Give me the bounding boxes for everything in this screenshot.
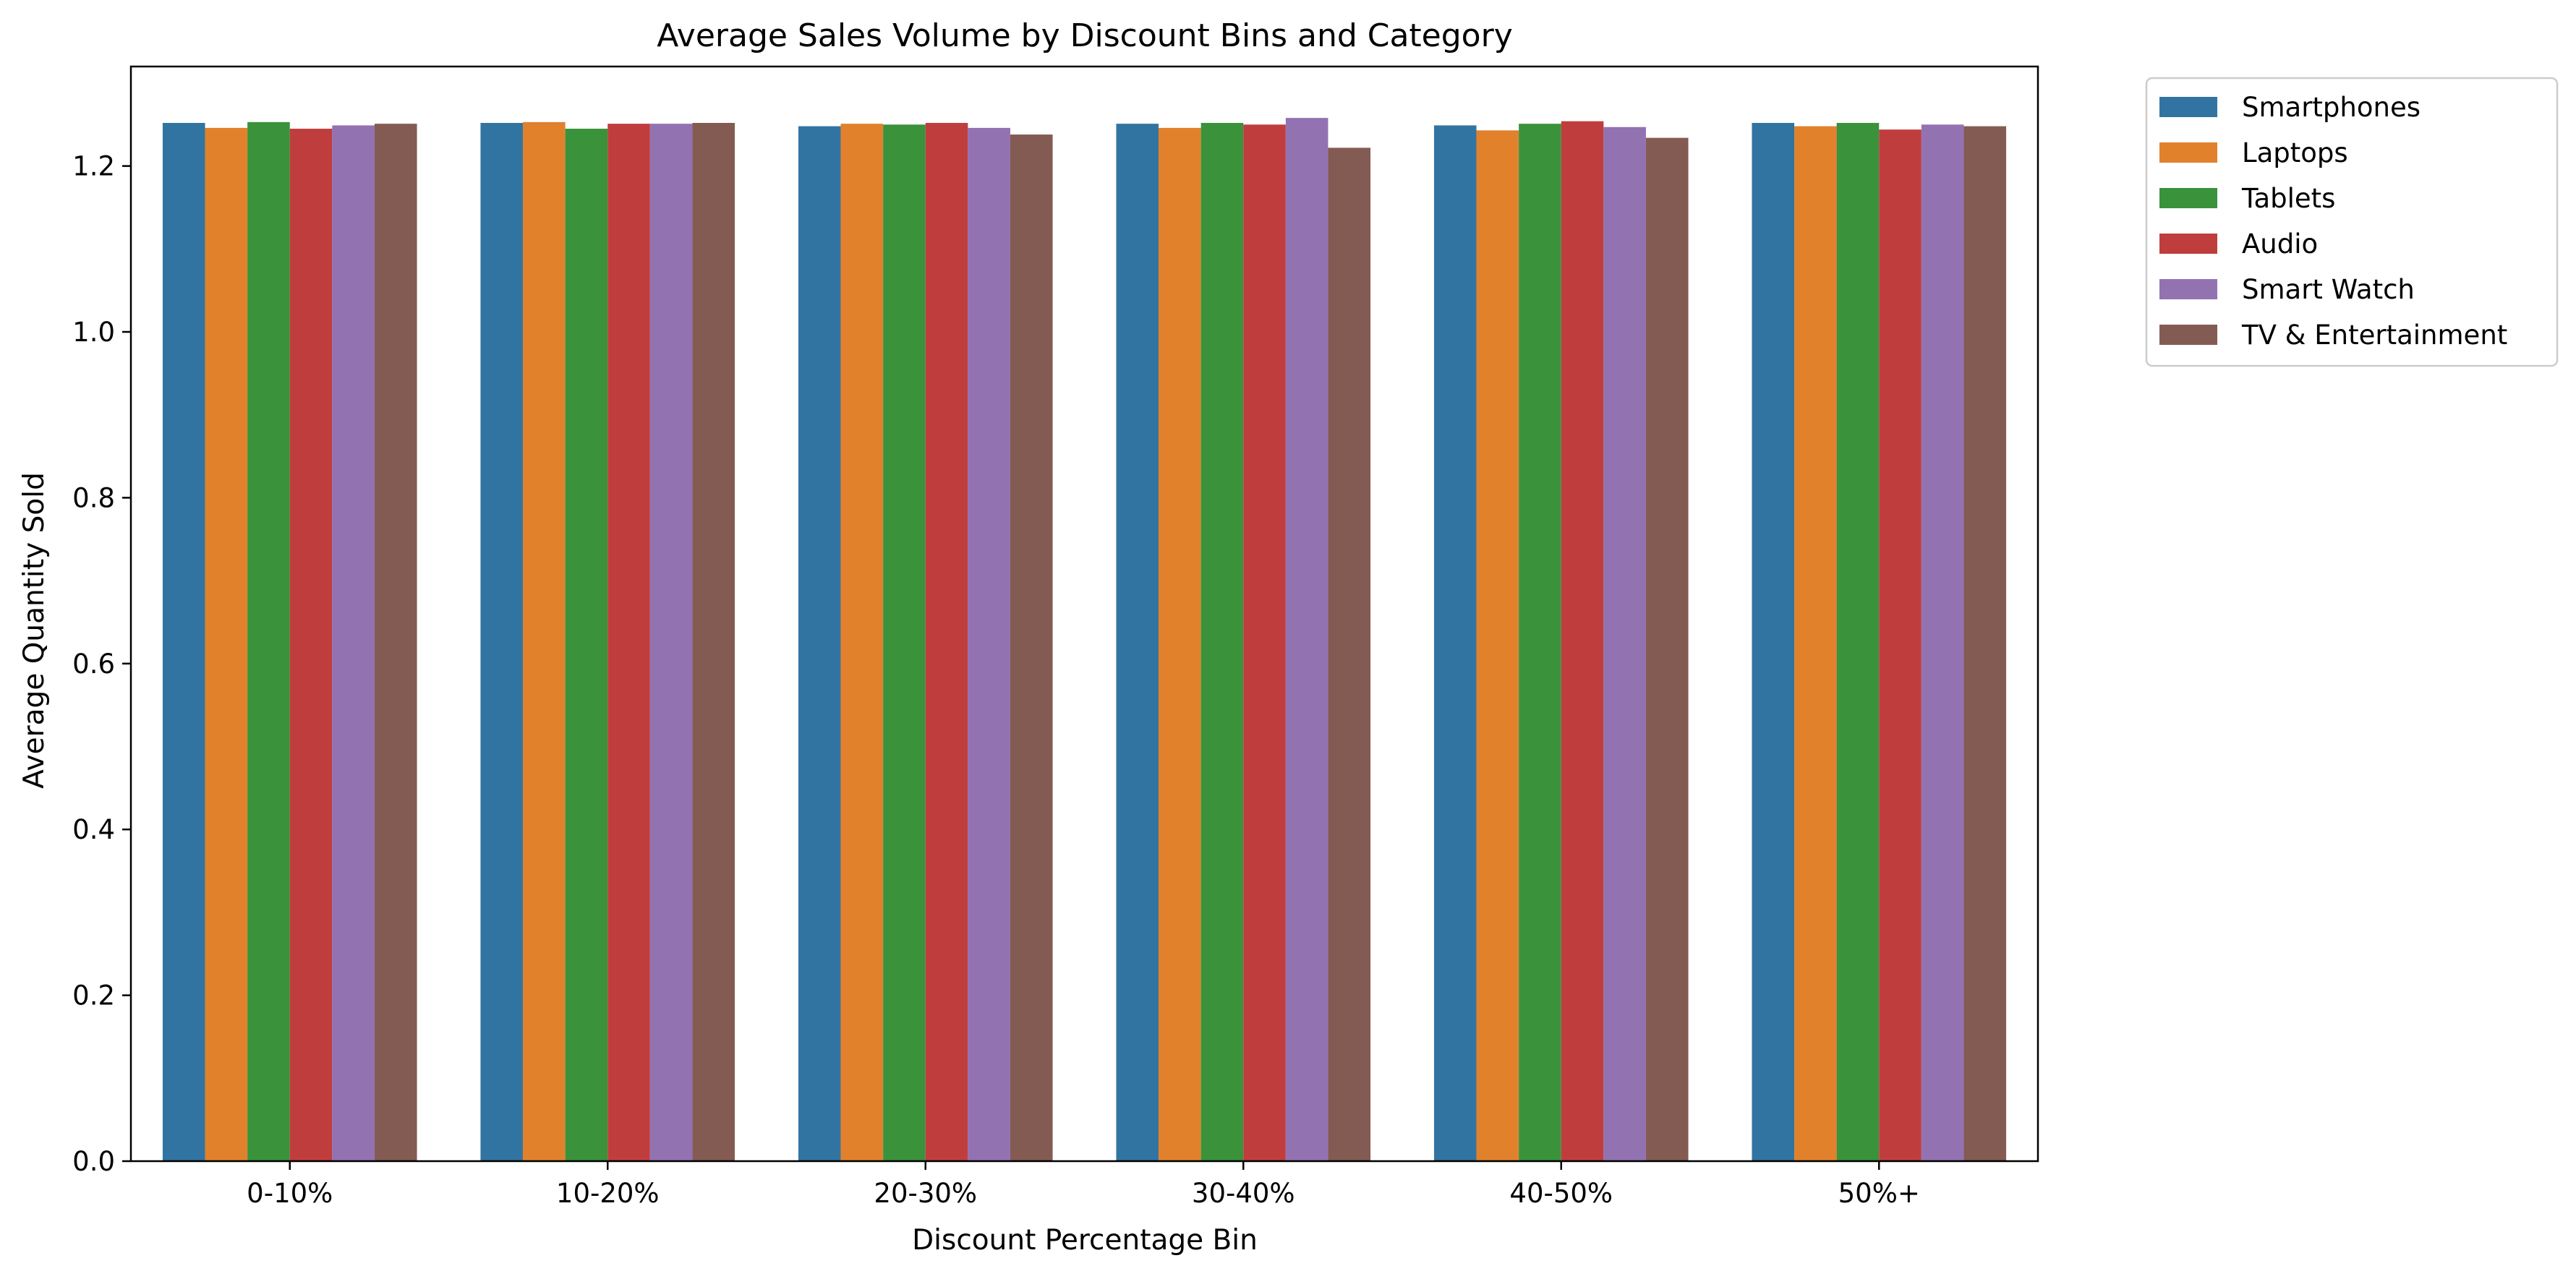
bar	[1433, 125, 1477, 1162]
legend-swatch	[2159, 97, 2217, 117]
legend-label: Audio	[2242, 228, 2318, 260]
bar	[1159, 127, 1201, 1161]
bar	[1328, 147, 1371, 1161]
legend-swatch	[2159, 142, 2217, 163]
bar	[1879, 129, 1922, 1161]
bar	[798, 126, 841, 1162]
bar	[205, 127, 248, 1161]
bar	[289, 129, 333, 1161]
x-axis-label: Discount Percentage Bin	[912, 1224, 1258, 1257]
x-tick-label: 40-50%	[1509, 1178, 1613, 1209]
axes-layer: 0.0 0.2 0.4 0.6 0.8 1.0 1.2 0-10% 10-20% 20-30% 30…	[72, 65, 2039, 1209]
bar	[1285, 118, 1328, 1162]
bar	[968, 127, 1010, 1161]
x-tick-label: 30-40%	[1192, 1178, 1295, 1209]
bar	[1963, 126, 2007, 1162]
bar	[1645, 137, 1689, 1161]
y-tick-label: 0.6	[72, 649, 115, 680]
bars-layer	[162, 118, 2007, 1162]
bar	[247, 121, 290, 1162]
bar	[883, 124, 926, 1161]
legend-swatch	[2159, 234, 2217, 254]
legend-swatch	[2159, 188, 2217, 208]
chart-title: Average Sales Volume by Discount Bins an…	[657, 17, 1512, 54]
legend: Smartphones Laptops Tablets Audio Smart Watc…	[2145, 77, 2559, 367]
legend-box	[2145, 77, 2559, 367]
bar	[332, 125, 375, 1162]
plot-frame	[129, 65, 2039, 1163]
legend-label: Laptops	[2242, 137, 2348, 168]
y-axis-label: Average Quantity Sold	[18, 472, 51, 789]
bar	[162, 122, 205, 1162]
bar	[1116, 124, 1159, 1161]
bar	[1519, 124, 1561, 1161]
legend-swatch	[2159, 279, 2217, 299]
legend-label: Tablets	[2241, 183, 2335, 214]
legend-label: TV & Entertainment	[2241, 320, 2507, 351]
x-tick-label: 50%+	[1838, 1178, 1920, 1209]
legend-label: Smartphones	[2242, 92, 2421, 123]
x-tick-label: 10-20%	[556, 1178, 660, 1209]
y-tick-label: 1.2	[72, 151, 115, 182]
bar	[1794, 126, 1837, 1162]
bar	[840, 124, 884, 1161]
x-tick-label: 0-10%	[247, 1178, 333, 1209]
x-tick-label: 20-30%	[874, 1178, 977, 1209]
y-tick-label: 0.0	[72, 1146, 115, 1177]
bar	[1752, 122, 1795, 1162]
bar	[1476, 130, 1519, 1161]
bar	[925, 122, 968, 1162]
bar	[1836, 122, 1880, 1162]
bar	[374, 124, 417, 1161]
bar	[1243, 124, 1286, 1161]
bar	[607, 124, 650, 1161]
bar	[523, 121, 566, 1162]
y-tick-label: 0.2	[72, 980, 115, 1011]
y-tick-label: 0.4	[72, 814, 115, 845]
legend-swatch	[2159, 325, 2217, 345]
y-tick-label: 1.0	[72, 317, 115, 348]
bar	[1200, 122, 1244, 1162]
bar	[565, 129, 608, 1161]
bar	[480, 122, 524, 1162]
bar	[649, 124, 693, 1161]
bar	[692, 122, 735, 1162]
bar	[1561, 121, 1604, 1162]
bar	[1921, 124, 1964, 1161]
y-tick-label: 0.8	[72, 482, 115, 513]
bar	[1010, 134, 1053, 1161]
legend-label: Smart Watch	[2242, 274, 2415, 305]
bar	[1603, 127, 1646, 1162]
